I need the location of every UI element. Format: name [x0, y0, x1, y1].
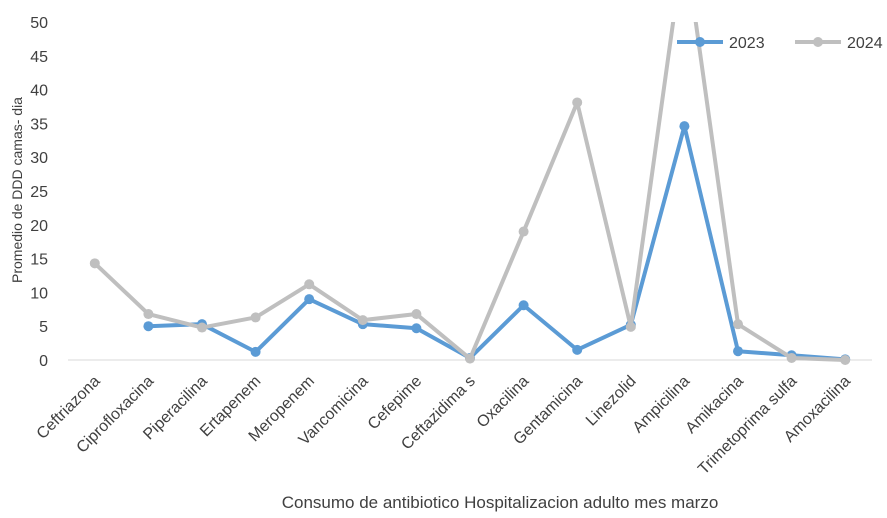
data-point: [143, 309, 154, 320]
series-line: [148, 124, 846, 362]
data-point: [840, 355, 851, 365]
data-point: [143, 321, 154, 332]
data-point: [786, 352, 797, 363]
data-point: [89, 258, 100, 269]
data-point: [250, 346, 261, 357]
data-point: [357, 315, 368, 326]
legend-label: 2023: [729, 35, 765, 52]
data-point: [733, 346, 743, 357]
y-tick-label: 35: [30, 116, 48, 133]
y-tick-label: 20: [30, 218, 48, 235]
data-point: [411, 309, 422, 320]
data-point: [572, 344, 583, 355]
y-tick-label: 0: [39, 353, 48, 370]
y-tick-label: 15: [30, 252, 48, 269]
x-tick-label: Trimetoprima sulfa: [695, 373, 800, 478]
data-point: [411, 323, 422, 334]
data-point: [518, 300, 529, 311]
data-point: [197, 322, 207, 333]
y-tick-label: 40: [30, 83, 48, 100]
y-tick-label: 45: [30, 49, 48, 66]
legend-marker: [813, 37, 823, 47]
data-point: [733, 319, 743, 330]
data-point: [465, 353, 475, 364]
y-tick-label: 5: [39, 319, 48, 336]
y-tick-label: 10: [30, 285, 48, 302]
y-tick-label: 25: [30, 184, 48, 201]
data-point: [625, 321, 636, 332]
legend-label: 2024: [847, 35, 883, 52]
data-point: [518, 226, 529, 237]
plot-area: [89, 22, 851, 365]
data-point: [304, 279, 315, 290]
data-point: [679, 121, 690, 132]
data-point: [250, 312, 261, 323]
y-tick-label: 30: [30, 150, 48, 167]
y-axis-label: Promedio de DDD camas- dia: [9, 97, 25, 283]
x-tick-label: Linezolid: [583, 373, 640, 430]
data-point: [304, 294, 315, 305]
series-line: [93, 22, 846, 362]
data-point: [572, 97, 583, 108]
x-axis-label: Consumo de antibiotico Hospitalizacion a…: [282, 493, 719, 512]
y-tick-label: 50: [30, 15, 48, 32]
legend-marker: [695, 37, 705, 47]
